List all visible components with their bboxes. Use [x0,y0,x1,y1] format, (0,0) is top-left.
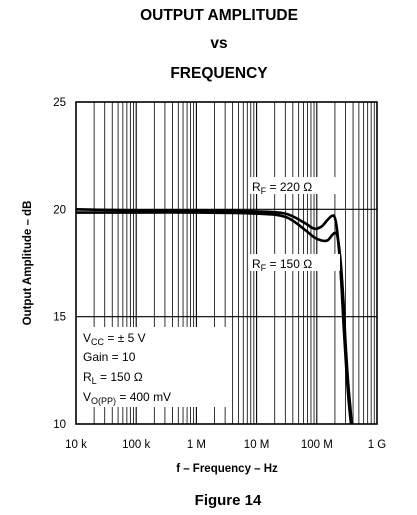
y-tick-label: 10 [53,419,66,431]
x-tick-label: 100 k [122,439,150,451]
condition-rl: RL = 150 Ω [83,370,143,386]
condition-gain-main: Gain = 10 [83,350,136,364]
chart-title-line-1: OUTPUT AMPLITUDE [140,7,298,24]
chart-title-line-3: FREQUENCY [170,65,268,82]
condition-vopp-main: V [83,390,91,404]
y-tick-label: 15 [53,312,66,324]
series-label-rf150-rest: = 150 Ω [266,257,312,271]
x-tick-label: 1 G [368,439,387,451]
chart-title-line-2: vs [210,35,227,52]
series-line-2 [76,211,353,425]
condition-vcc-rest: = ± 5 V [104,331,146,345]
x-tick-label: 1 M [187,439,206,451]
plot-frame [75,101,378,425]
figure-label: Figure 14 [195,492,262,509]
condition-vcc-main: V [83,331,91,345]
condition-vopp: VO(PP) = 400 mV [83,390,171,406]
plot-series [75,208,353,425]
x-tick-labels: 10 k 100 k 1 M 10 M 100 M 1 G [65,439,386,451]
x-tick-label: 10 k [65,439,87,451]
series-label-bg-1 [248,177,340,194]
conditions-box [78,327,228,407]
series-label-rf220-main: R [252,180,261,194]
x-axis-label: f – Frequency – Hz [176,463,278,475]
x-tick-label: 10 M [244,439,270,451]
series-label-rf220-rest: = 220 Ω [266,180,312,194]
series-label-rf150-main: R [252,257,261,271]
series-label-bg-2 [248,254,340,271]
y-axis-label: Output Amplitude – dB [22,201,34,326]
series-label-rf220-sub: F [261,186,267,196]
condition-vopp-rest: = 400 mV [116,390,171,404]
series-label-rf150-sub: F [261,263,267,273]
condition-vcc-sub: CC [91,337,104,347]
y-tick-labels: 10 15 20 25 [53,97,66,431]
x-tick-label: 100 M [301,439,333,451]
condition-rl-sub: L [92,376,97,386]
series-label-rf220: RF = 220 Ω [252,180,312,196]
condition-gain: Gain = 10 [83,350,136,364]
condition-vopp-sub: O(PP) [91,396,116,406]
condition-rl-rest: = 150 Ω [97,370,143,384]
y-tick-label: 20 [53,204,66,216]
y-tick-label: 25 [53,97,66,109]
condition-rl-main: R [83,370,92,384]
series-label-rf150: RF = 150 Ω [252,257,312,273]
condition-vcc: VCC = ± 5 V [83,331,146,347]
